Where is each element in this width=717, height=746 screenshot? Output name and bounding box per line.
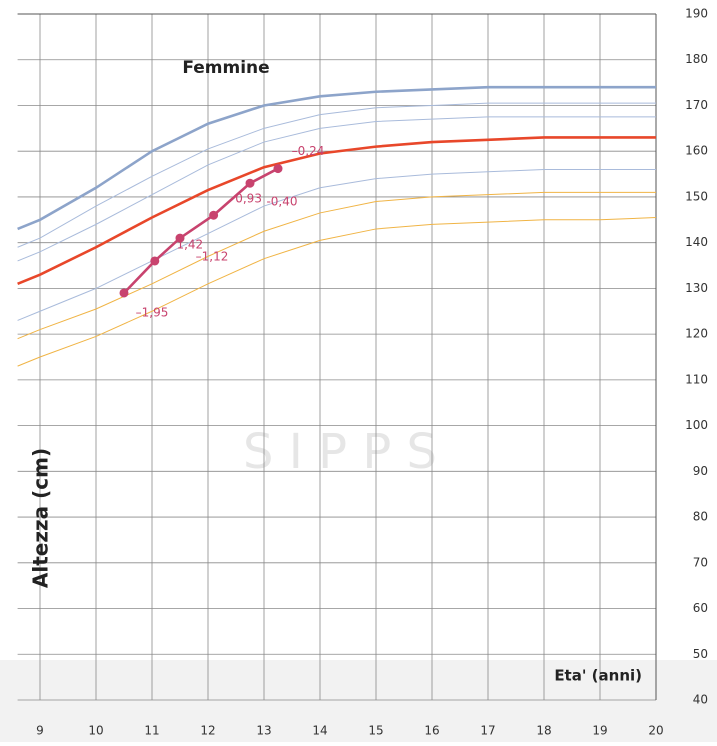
y-tick-label: 60 — [693, 601, 708, 615]
z-score-label: –1,12 — [196, 250, 229, 264]
z-score-label: 0,93 — [235, 192, 262, 206]
x-tick-label: 11 — [144, 724, 159, 738]
patient-point — [150, 256, 159, 265]
y-tick-label: 110 — [685, 372, 708, 386]
x-tick-label: 13 — [256, 724, 271, 738]
x-tick-label: 17 — [480, 724, 495, 738]
x-axis-label: Eta' (anni) — [554, 667, 642, 685]
z-score-label: –0,24 — [292, 144, 325, 158]
x-tick-label: 16 — [424, 724, 439, 738]
x-tick-label: 12 — [200, 724, 215, 738]
y-axis-label: Altezza (cm) — [29, 448, 53, 588]
percentile-curve — [18, 137, 656, 283]
x-tick-label: 20 — [648, 724, 663, 738]
y-tick-label: 80 — [693, 510, 708, 524]
y-tick-label: 150 — [685, 189, 708, 203]
z-score-label: -0,40 — [266, 195, 297, 209]
z-score-label: –1,95 — [136, 305, 169, 319]
patient-point — [274, 164, 283, 173]
y-tick-label: 140 — [685, 235, 708, 249]
chart-title: Femmine — [182, 58, 269, 78]
x-tick-label: 15 — [368, 724, 383, 738]
y-tick-label: 160 — [685, 144, 708, 158]
percentile-curve — [18, 218, 656, 367]
x-tick-label: 19 — [592, 724, 607, 738]
y-tick-label: 120 — [685, 327, 708, 341]
y-tick-label: 70 — [693, 555, 708, 569]
y-tick-label: 130 — [685, 281, 708, 295]
x-tick-label: 10 — [88, 724, 103, 738]
patient-point — [209, 211, 218, 220]
y-tick-label: 100 — [685, 418, 708, 432]
patient-point — [176, 234, 185, 243]
y-tick-label: 180 — [685, 52, 708, 66]
y-tick-label: 50 — [693, 647, 708, 661]
y-tick-label: 40 — [693, 693, 708, 707]
y-tick-label: 190 — [685, 7, 708, 21]
chart: S I P P S –1,951,42–1,120,93-0,40–0,24 F… — [0, 0, 717, 742]
patient-point — [120, 288, 129, 297]
y-tick-label: 170 — [685, 98, 708, 112]
curves: –1,951,42–1,120,93-0,40–0,24 — [18, 87, 656, 366]
patient-line — [124, 169, 278, 293]
y-tick-label: 90 — [693, 464, 708, 478]
x-tick-label: 9 — [36, 724, 44, 738]
percentile-curve — [18, 87, 656, 229]
x-tick-label: 18 — [536, 724, 551, 738]
percentile-curve — [18, 192, 656, 338]
patient-point — [246, 179, 255, 188]
x-tick-label: 14 — [312, 724, 327, 738]
